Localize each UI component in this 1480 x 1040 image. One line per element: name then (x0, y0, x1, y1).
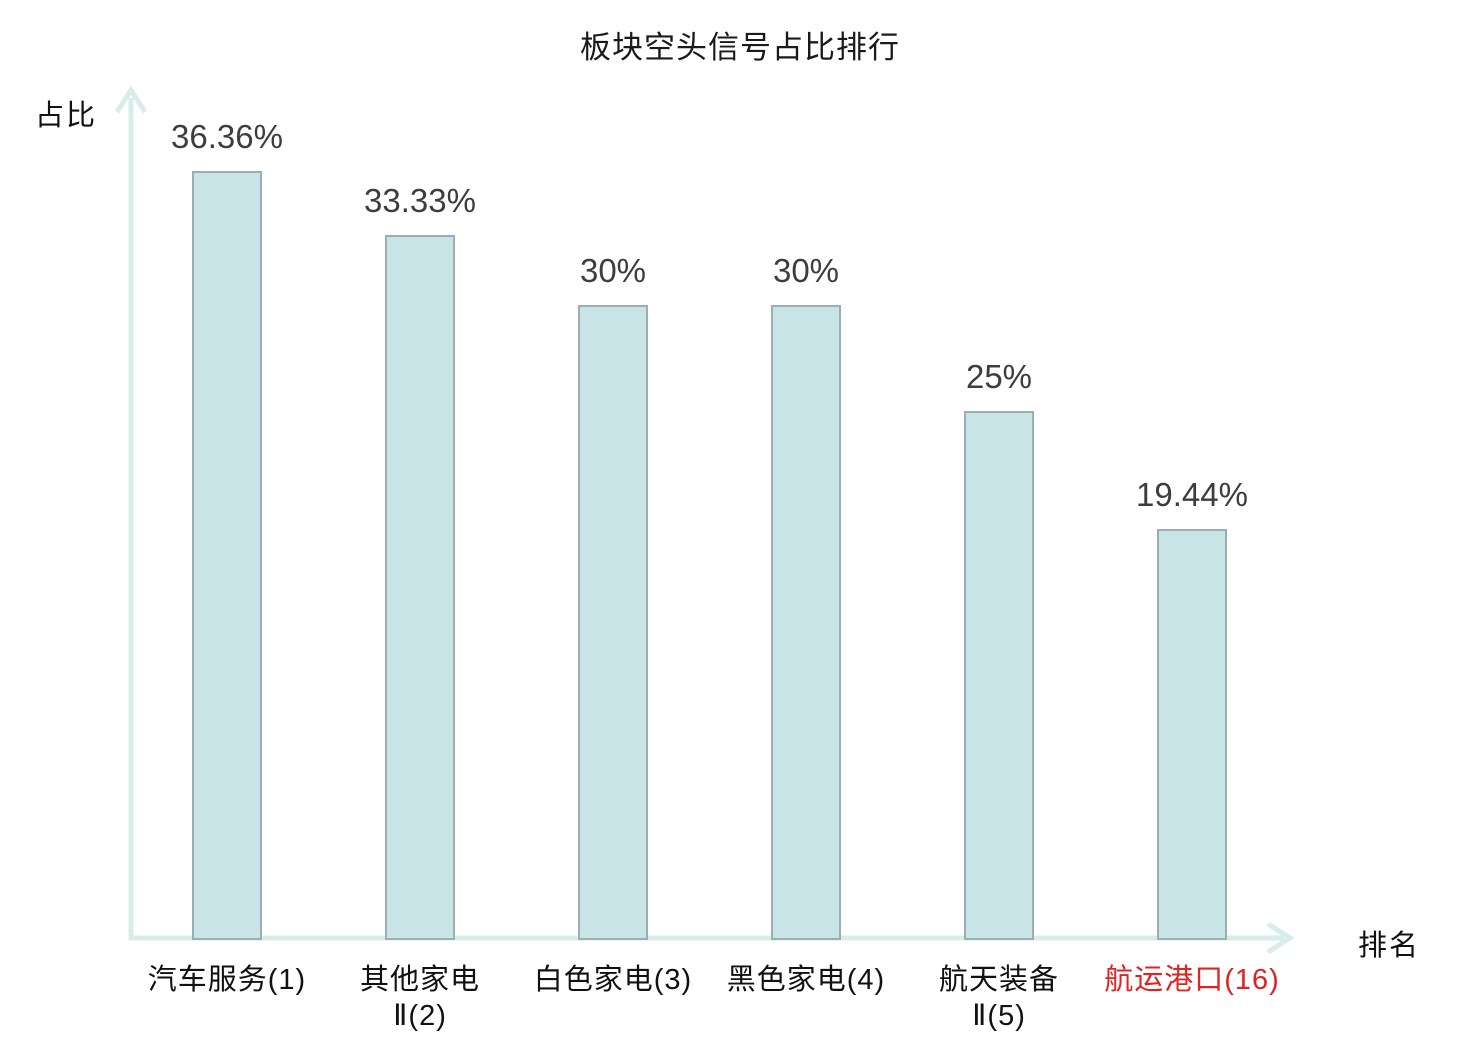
bar-category-label: 其他家电 Ⅱ(2) (359, 964, 481, 1032)
bar-value-label: 30% (579, 252, 647, 289)
bar-value-label: 33.33% (364, 182, 476, 219)
bar (1157, 529, 1227, 940)
bar-category-label: 航运港口(16) (1104, 964, 1280, 996)
bar-value-label: 25% (965, 358, 1033, 395)
bar-value-label: 19.44% (1136, 476, 1248, 513)
bar-category-label: 航天装备 Ⅱ(5) (938, 964, 1060, 1032)
bar-value-label: 30% (772, 252, 840, 289)
chart-title: 板块空头信号占比排行 (580, 30, 900, 65)
x-axis-arrow-icon (1266, 921, 1295, 955)
bar (192, 171, 262, 940)
bar-category-label: 白色家电(3) (533, 964, 693, 996)
bar-category-label: 汽车服务(1) (147, 964, 307, 996)
x-axis-label: 排名 (1358, 930, 1421, 962)
y-axis-label: 占比 (35, 100, 98, 132)
bar-category-label: 黑色家电(4) (726, 964, 886, 996)
y-axis-arrow-icon (114, 85, 148, 114)
bar (578, 305, 648, 940)
bar (964, 411, 1034, 940)
bar-value-label: 36.36% (171, 118, 283, 155)
bar (771, 305, 841, 940)
bar (385, 235, 455, 940)
